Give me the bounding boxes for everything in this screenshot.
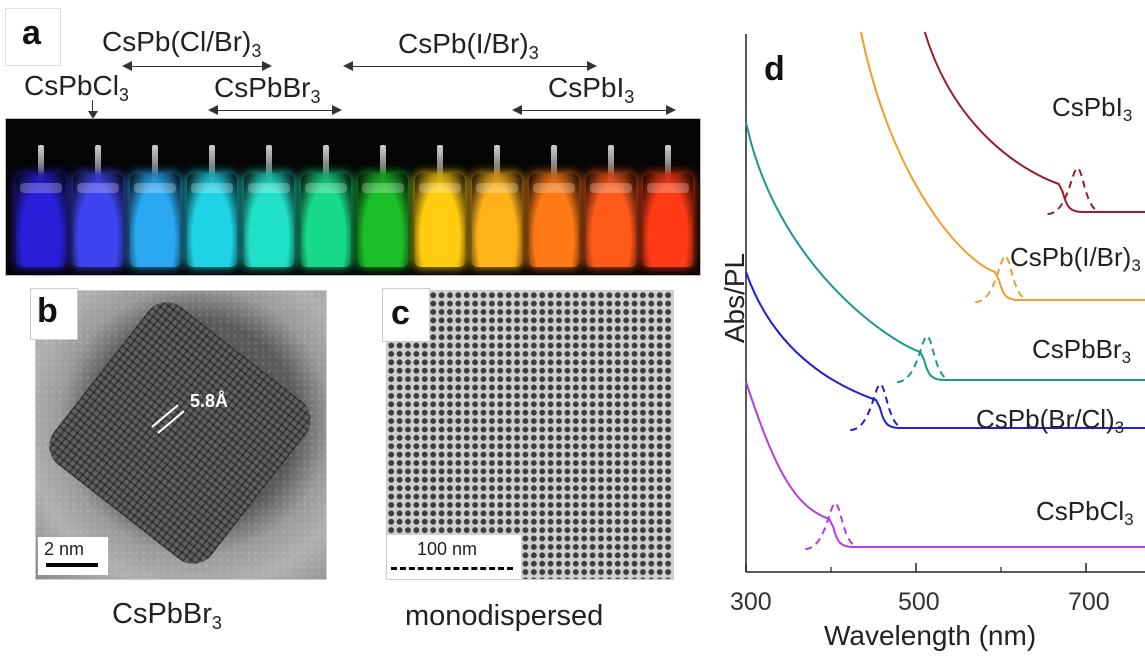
panel-c-tem-image: 100 nm [386,290,674,580]
vial-body [529,173,579,267]
abs-curve [745,271,1145,429]
panel-c-scale-box: 100 nm [387,535,521,579]
vial-neck [38,145,44,181]
vial-neck [665,145,671,181]
abs-curve [860,31,1145,301]
vial-neck [551,145,557,181]
vial-neck [380,145,386,181]
vial [301,145,351,271]
compound-label-cl: CsPbCl3 [24,70,129,105]
panel-d-label-box [754,44,810,102]
vial-neck [209,145,215,181]
panel-b-scale-label: 2 nm [44,539,85,559]
pl-curve [850,382,905,431]
vial-body [415,173,465,267]
x-tick-300: 300 [730,588,772,616]
vial [472,145,522,271]
series-label-cspbbr3: CsPbBr3 [1032,334,1132,367]
pl-curve [896,334,952,383]
panel-b-tem-image: 5.8Å 2 nm [35,290,327,580]
x-axis-label: Wavelength (nm) [824,620,1037,651]
abs-curve [745,381,1145,548]
vial-neck [152,145,158,181]
nanocube [39,292,321,574]
series-label-cspbcl3: CsPbCl3 [1036,496,1134,529]
vial-body [358,173,408,267]
cl-pointer-arrow [92,100,93,114]
panel-c-caption: monodispersed [405,600,604,632]
panel-c-scale-bar [391,567,513,570]
panel-c-label-box [382,288,430,342]
compound-label-br: CsPbBr3 [214,72,321,107]
vial [187,145,237,271]
x-tick-500: 500 [898,588,940,616]
panel-b-label: b [37,292,58,330]
vial-body [586,173,636,267]
spacing-label: 5.8Å [190,391,229,411]
vial-body [244,173,294,267]
vial-body [301,173,351,267]
spectra-plot [745,31,1145,573]
panel-c-scale-label: 100 nm [417,539,478,559]
vial [73,145,123,271]
vial-neck [494,145,500,181]
vial-body [130,173,180,267]
vial-body [73,173,123,267]
vial-body [472,173,522,267]
vial-body [643,173,693,267]
vial [586,145,636,271]
panel-a-label: a [22,14,41,52]
range-label-cl-br: CsPb(Cl/Br)3 [102,26,262,61]
panel-b-scale-box: 2 nm [38,537,108,575]
y-axis-label: Abs/PL [719,252,750,344]
abs-curve [923,31,1145,213]
pl-curve [805,501,860,550]
compound-label-i: CsPbI3 [548,72,635,107]
series-label-cspbi3: CsPbI3 [1052,92,1133,125]
vial-body [187,173,237,267]
vial [130,145,180,271]
series-label-cspb-i-br: CsPb(I/Br)3 [1010,242,1141,275]
panel-b-label-box [30,288,78,340]
range-arrow-cl-br [122,61,272,71]
vial [244,145,294,271]
range-arrow-br [208,105,342,115]
panel-d-chart: d Abs/PL 300 500 700 Wavelength (nm) CsP… [706,22,1145,655]
vial [529,145,579,271]
range-arrow-i [512,105,676,115]
panel-d-label: d [764,50,785,88]
vial-neck [437,145,443,181]
vial-neck [266,145,272,181]
vial [643,145,693,271]
vial-neck [608,145,614,181]
cl-pointer-arrowhead [88,111,98,119]
abs-curve [745,121,1145,381]
vial [415,145,465,271]
vials-photo [5,118,701,276]
panel-c-label: c [391,294,410,332]
panel-a: a CsPb(Cl/Br)3 CsPb(I/Br)3 CsPbCl3 CsPbB… [0,0,705,280]
panel-a-label-box [5,8,61,66]
panel-b-scale-bar [46,563,98,567]
range-label-i-br: CsPb(I/Br)3 [398,28,539,63]
vial-body [16,173,66,267]
vial-neck [323,145,329,181]
x-tick-700: 700 [1068,588,1110,616]
vial [16,145,66,271]
series-label-cspb-br-cl: CsPb(Br/Cl)3 [976,404,1125,437]
vial-neck [95,145,101,181]
pl-curve [1047,166,1102,215]
panel-b-caption: CsPbBr3 [112,598,222,633]
range-arrow-i-br [343,61,597,71]
vial [358,145,408,271]
pl-curve [975,254,1030,303]
